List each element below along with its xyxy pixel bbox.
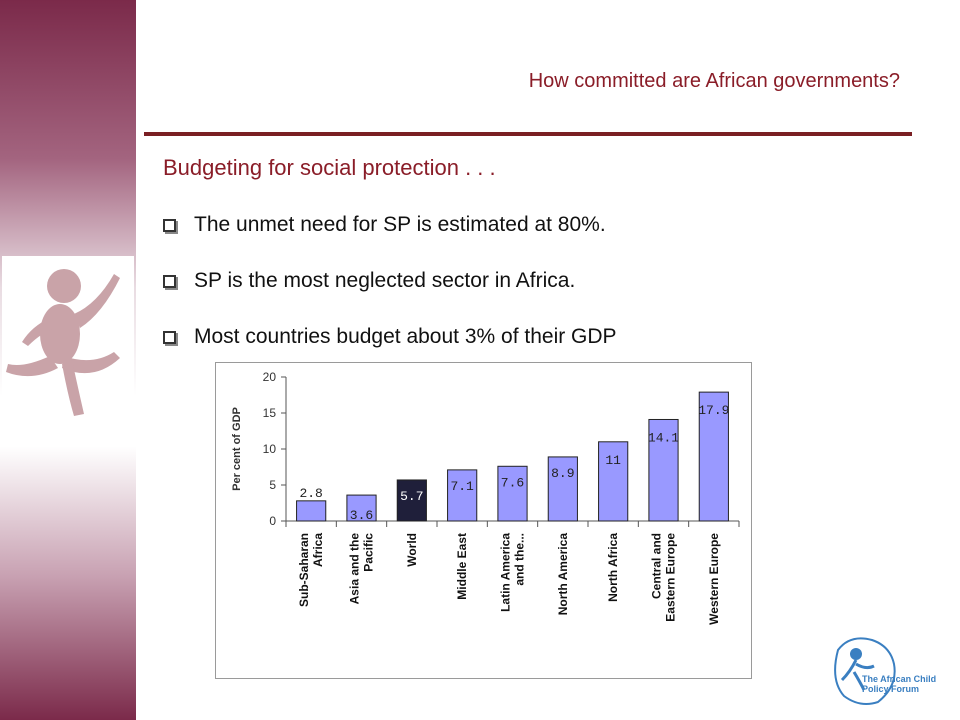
bar [547, 456, 578, 522]
bar [698, 391, 729, 522]
x-tick-label-line: Africa [311, 533, 325, 567]
x-tick-label-line: North America [556, 533, 570, 616]
slide-title: How committed are African governments? [528, 70, 900, 92]
x-tick-label-line: Western Europe [707, 533, 721, 625]
bar [396, 479, 427, 522]
logo-text-line: Policy Forum [862, 684, 920, 694]
bullet-item: The unmet need for SP is estimated at 80… [163, 213, 606, 237]
checkbox-bullet-icon [163, 330, 176, 344]
logo-text-line: The African Child [862, 674, 937, 684]
x-tick-label-line: Eastern Europe [664, 533, 678, 622]
bullet-text: The unmet need for SP is estimated at 80… [194, 213, 606, 236]
y-tick-label: 5 [269, 478, 276, 492]
x-tick-label-line: World [405, 533, 419, 567]
x-tick-label-line: Central and [650, 533, 664, 599]
checkbox-bullet-icon [163, 274, 176, 288]
x-tick-label-line: Asia and the [348, 533, 362, 605]
y-tick-label: 20 [263, 370, 277, 384]
data-label: 2.8 [299, 486, 322, 501]
bullet-item: Most countries budget about 3% of their … [163, 325, 617, 349]
gdp-bar-chart: 0 5 10 15 20 Per cent of GDP 2.8 Sub-Saharan Afr… [215, 362, 752, 679]
chart-canvas: 0 5 10 15 20 Per cent of GDP 2.8 Sub-Saharan Afr… [231, 370, 740, 625]
x-tick-label: Central and Eastern Europe [650, 533, 678, 622]
y-tick-label: 15 [263, 406, 277, 420]
subheading: Budgeting for social protection . . . [163, 155, 496, 180]
bar [497, 465, 528, 522]
x-tick-label: Asia and the Pacific [348, 533, 376, 605]
y-tick-label: 10 [263, 442, 277, 456]
bar [598, 441, 629, 522]
x-tick-label: World [405, 533, 419, 567]
title-divider [144, 132, 912, 136]
bullet-text: SP is the most neglected sector in Afric… [194, 269, 576, 292]
logo-text: The African Child Policy Forum [862, 674, 936, 694]
bar [346, 494, 377, 522]
checkbox-bullet-icon [163, 218, 176, 232]
y-tick-label: 0 [269, 514, 276, 528]
y-axis-label: Per cent of GDP [231, 407, 243, 491]
baby-illustration [2, 256, 134, 424]
x-tick-label: Western Europe [707, 533, 721, 625]
data-label: 8.9 [551, 466, 574, 481]
bar [648, 418, 679, 522]
x-tick-label-line: Sub-Saharan [297, 533, 311, 607]
x-tick-label: Middle East [455, 533, 469, 600]
x-tick-label-line: and the... [513, 533, 527, 586]
x-tick-label-line: Latin America [499, 533, 513, 612]
x-tick-label: Sub-Saharan Africa [297, 533, 325, 607]
x-tick-label: Latin America and the... [499, 533, 527, 612]
data-label: 14.1 [648, 430, 679, 445]
bar [296, 500, 327, 522]
data-label: 3.6 [350, 508, 373, 523]
data-label: 5.7 [400, 489, 423, 504]
data-label: 7.1 [450, 479, 474, 494]
x-tick-label: North America [556, 533, 570, 616]
bar [447, 469, 478, 522]
data-label: 17.9 [698, 403, 729, 418]
x-tick-label: North Africa [606, 533, 620, 602]
data-label: 11 [605, 453, 621, 468]
x-tick-label-line: North Africa [606, 533, 620, 602]
african-child-policy-forum-logo [820, 630, 954, 710]
bullet-text: Most countries budget about 3% of their … [194, 325, 617, 348]
bullet-item: SP is the most neglected sector in Afric… [163, 269, 575, 293]
x-tick-label-line: Middle East [455, 533, 469, 600]
x-tick-label-line: Pacific [362, 533, 376, 572]
data-label: 7.6 [501, 475, 524, 490]
